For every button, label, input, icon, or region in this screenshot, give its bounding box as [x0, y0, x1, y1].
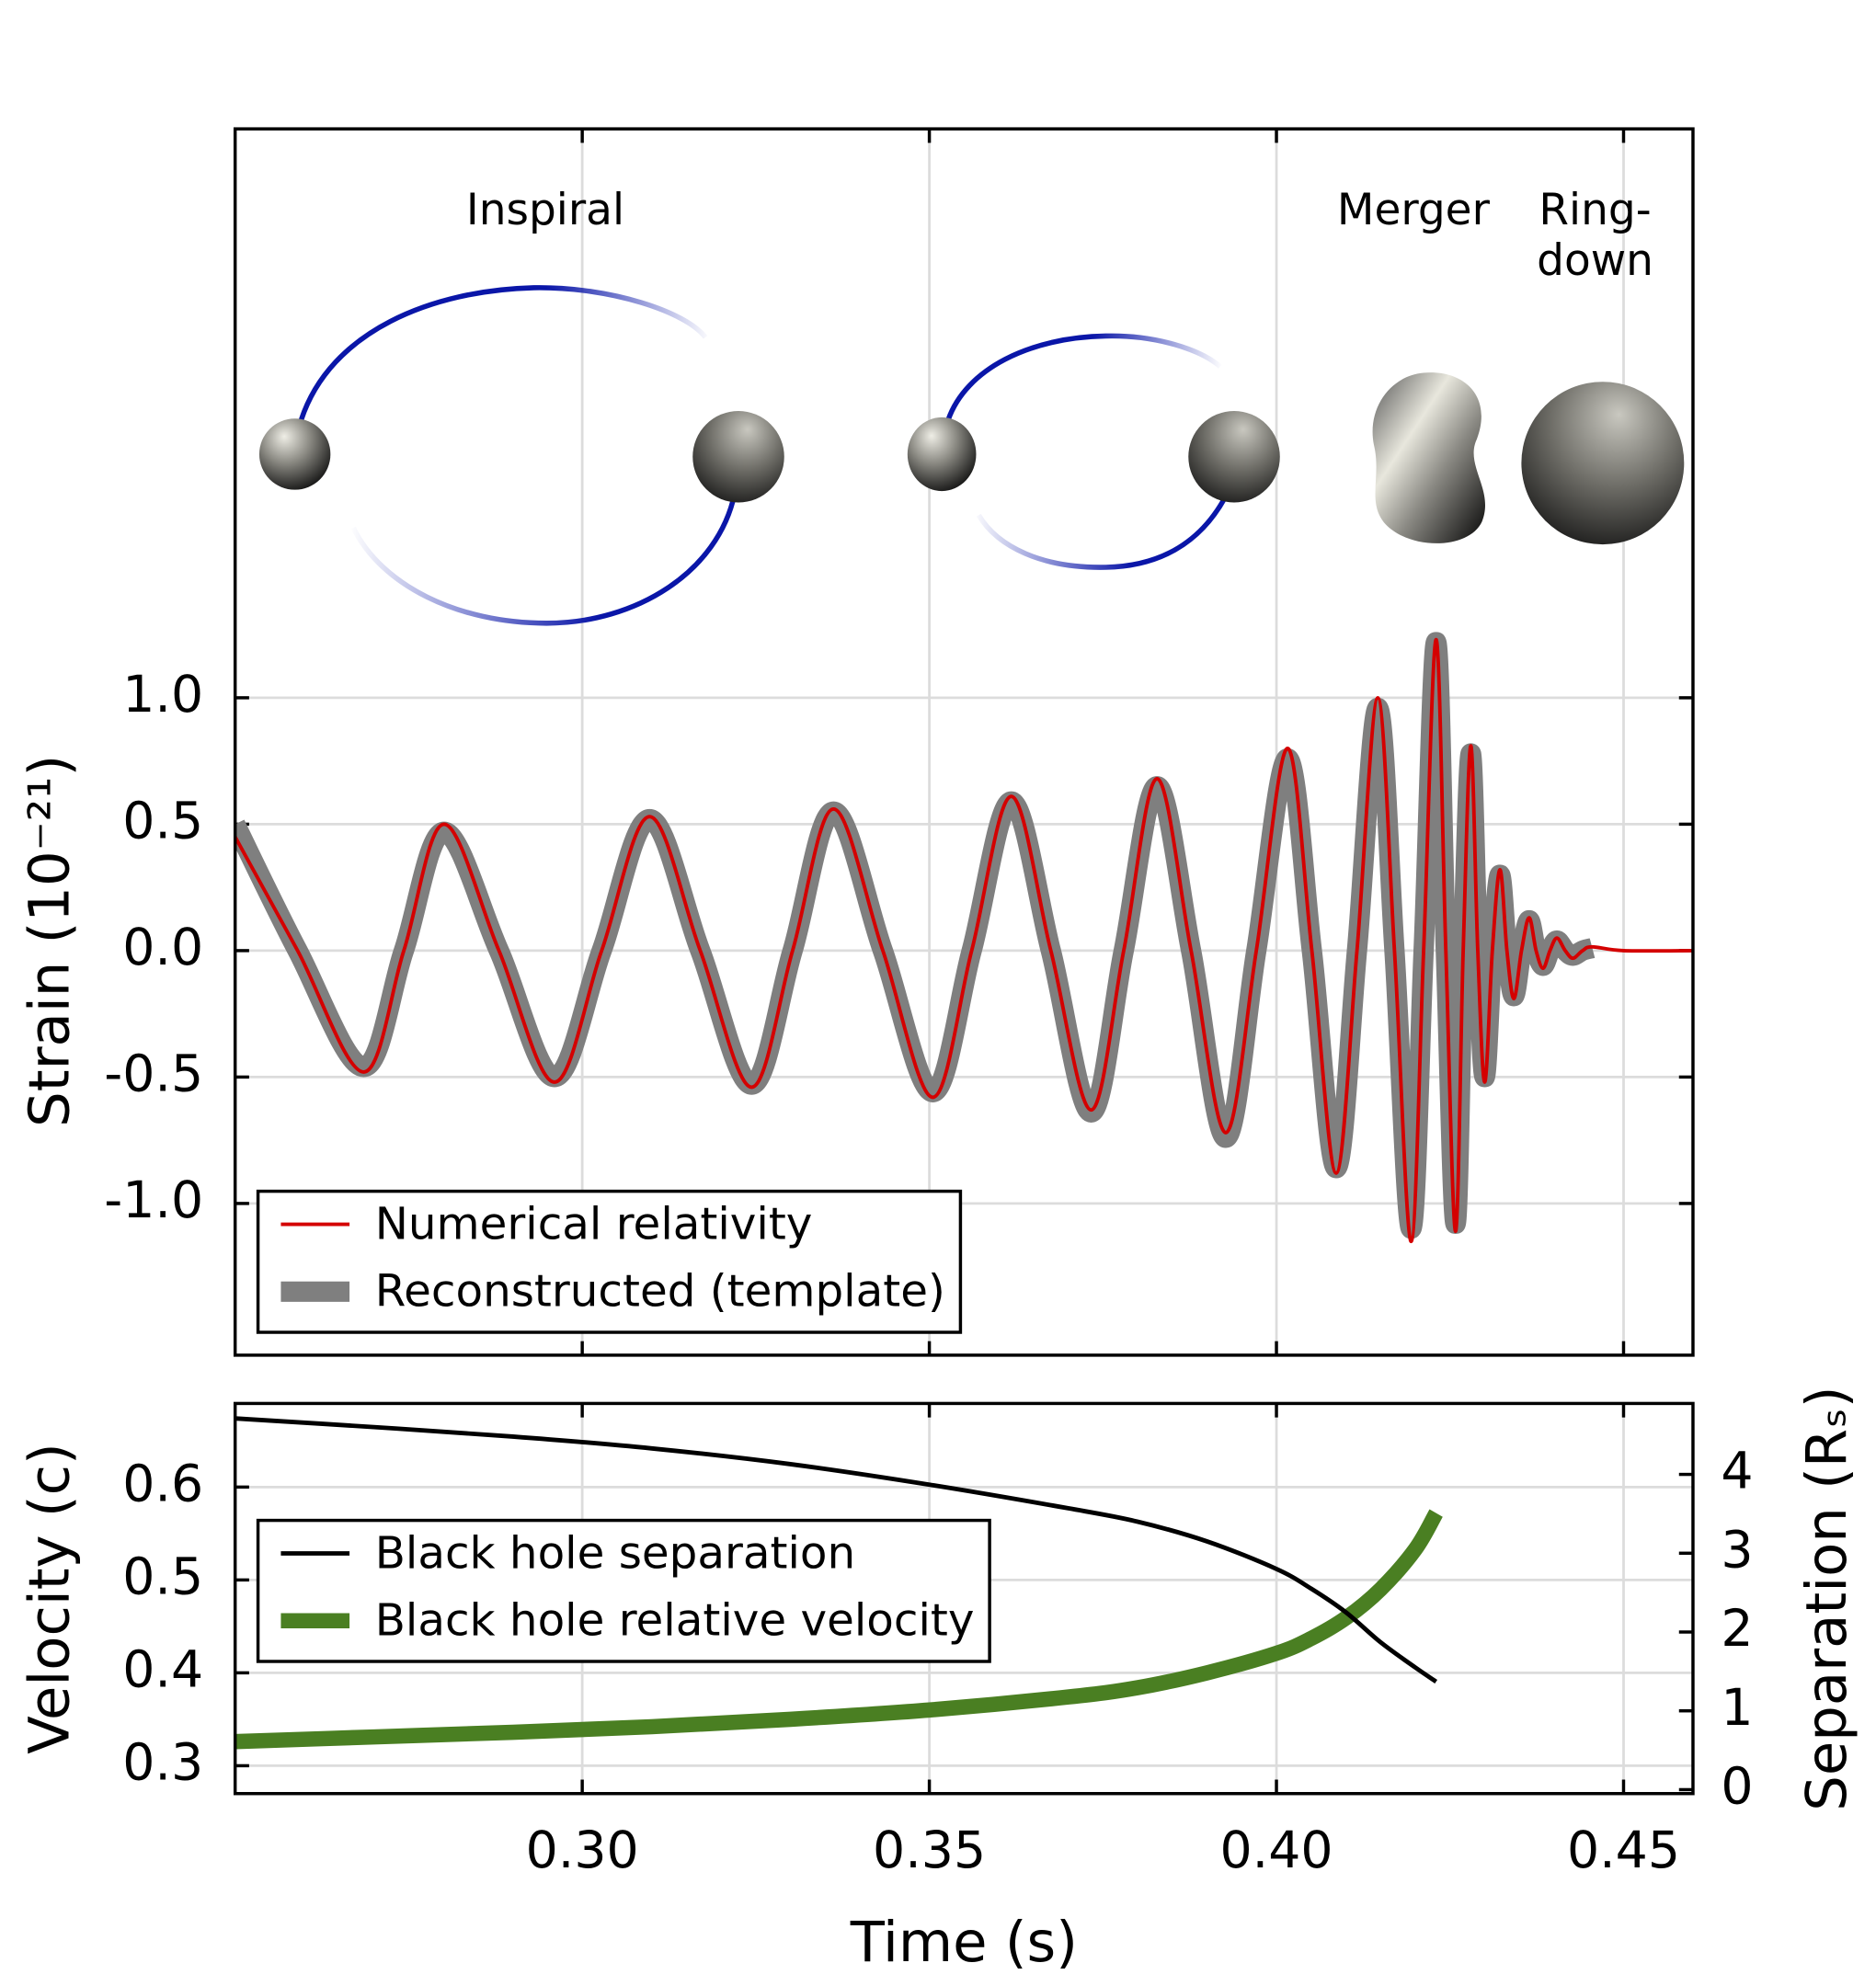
- y2-axis-label: Separation (Rₛ): [1795, 1386, 1859, 1810]
- x-tick-label: 0.40: [1220, 1821, 1333, 1880]
- merging-black-holes: [1372, 372, 1485, 543]
- phase-label: Ring-: [1539, 185, 1651, 235]
- y-tick-label: -1.0: [104, 1171, 203, 1230]
- y2-tick-label: 0: [1721, 1758, 1753, 1817]
- y-tick-label: 0.4: [122, 1641, 203, 1700]
- legend: Numerical relativity Reconstructed (templ…: [256, 1189, 963, 1334]
- black-hole: [1188, 410, 1280, 503]
- y2-tick-label: 2: [1721, 1600, 1753, 1659]
- data-layer: 1.0 0.5 0.0 -0.5 -1.0 Strain (10⁻²¹) Inspiral M…: [18, 127, 1859, 1975]
- phase-label: down: [1537, 235, 1653, 286]
- plot-frame: [233, 127, 1695, 1357]
- y2-tick-label: 1: [1721, 1679, 1753, 1738]
- illustration: [258, 285, 1685, 626]
- legend-label: Black hole separation: [375, 1527, 855, 1579]
- legend-label: Black hole relative velocity: [375, 1595, 975, 1647]
- y-tick-label: 0.5: [122, 793, 203, 851]
- y-tick-label: 0.3: [122, 1734, 203, 1793]
- remnant-black-hole: [1521, 382, 1685, 545]
- x-tick-label: 0.30: [526, 1821, 639, 1880]
- series-line: [234, 632, 1596, 1239]
- black-hole: [258, 418, 331, 490]
- legend-label: Reconstructed (template): [375, 1266, 945, 1318]
- x-tick-label: 0.35: [873, 1821, 986, 1880]
- legend-label: Numerical relativity: [375, 1198, 813, 1250]
- grid-layer: [234, 129, 1693, 1794]
- y-tick-label: 0.0: [122, 919, 203, 977]
- y-axis-label: Velocity (c): [18, 1443, 83, 1754]
- x-tick-label: 0.45: [1567, 1821, 1680, 1880]
- orbit: [298, 285, 708, 421]
- y-tick-label: 0.6: [122, 1455, 203, 1513]
- y-tick-label: 0.5: [122, 1547, 203, 1606]
- phase-label: Merger: [1337, 185, 1491, 235]
- plot-frame: [233, 1401, 1695, 1796]
- series-line: [234, 1509, 1443, 1750]
- orbit: [945, 333, 1222, 421]
- y-axis-label: Strain (10⁻²¹): [18, 755, 83, 1127]
- legend: Black hole separation Black hole relative…: [256, 1518, 991, 1663]
- legend-box: [256, 1189, 963, 1334]
- y2-tick-label: 4: [1721, 1443, 1753, 1501]
- black-hole: [692, 410, 784, 503]
- y-tick-label: 1.0: [122, 666, 203, 725]
- y2-tick-label: 3: [1721, 1521, 1753, 1580]
- x-axis-label: Time (s): [850, 1911, 1078, 1975]
- orbit: [350, 493, 738, 626]
- orbit: [976, 488, 1231, 570]
- black-hole: [907, 417, 977, 492]
- series-line: [234, 1416, 1438, 1684]
- series-line: [234, 637, 1693, 1244]
- legend-box: [256, 1518, 991, 1663]
- phase-label: Inspiral: [466, 185, 624, 235]
- y-tick-label: -0.5: [104, 1045, 203, 1104]
